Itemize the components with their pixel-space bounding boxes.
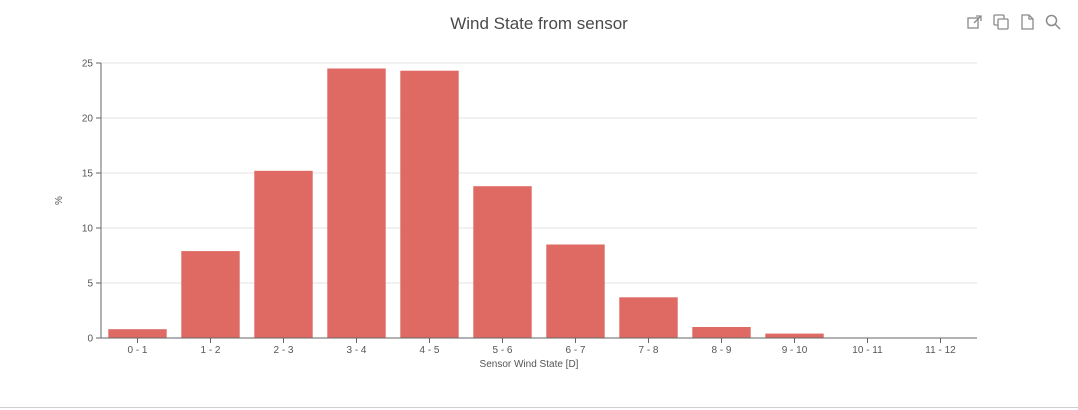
x-tick-label: 4 - 5 (419, 345, 439, 356)
x-tick-label: 1 - 2 (200, 345, 220, 356)
y-tick-label: 15 (82, 169, 94, 180)
chart-title: Wind State from sensor (450, 14, 628, 33)
y-tick-label: 20 (82, 114, 94, 125)
chart-toolbar (966, 13, 1062, 31)
export-icon[interactable] (966, 13, 984, 31)
y-tick-label: 0 (87, 334, 93, 345)
x-tick-label: 2 - 3 (273, 345, 293, 356)
x-tick-label: 3 - 4 (346, 345, 366, 356)
y-axis-label: % (54, 196, 65, 205)
x-tick-label: 5 - 6 (492, 345, 512, 356)
copy-icon[interactable] (992, 13, 1010, 31)
bar (546, 244, 605, 338)
bar (327, 68, 386, 338)
bar (765, 333, 824, 338)
x-tick-label: 9 - 10 (782, 345, 808, 356)
bar (473, 186, 532, 338)
y-tick-label: 5 (87, 279, 93, 290)
bar (254, 170, 313, 338)
x-tick-label: 0 - 1 (127, 345, 147, 356)
search-icon[interactable] (1044, 13, 1062, 31)
document-icon[interactable] (1018, 13, 1036, 31)
x-tick-label: 6 - 7 (565, 345, 585, 356)
x-tick-label: 11 - 12 (925, 345, 956, 356)
bar (400, 70, 459, 338)
bar (619, 297, 678, 338)
bar (181, 251, 240, 338)
x-axis-label: Sensor Wind State [D] (480, 359, 579, 370)
bar (692, 327, 751, 338)
bar (108, 329, 167, 338)
x-tick-label: 10 - 11 (852, 345, 883, 356)
bottom-divider (0, 407, 1078, 408)
y-tick-label: 25 (82, 59, 94, 70)
y-tick-label: 10 (82, 224, 94, 235)
x-tick-label: 7 - 8 (638, 345, 658, 356)
x-tick-label: 8 - 9 (711, 345, 731, 356)
